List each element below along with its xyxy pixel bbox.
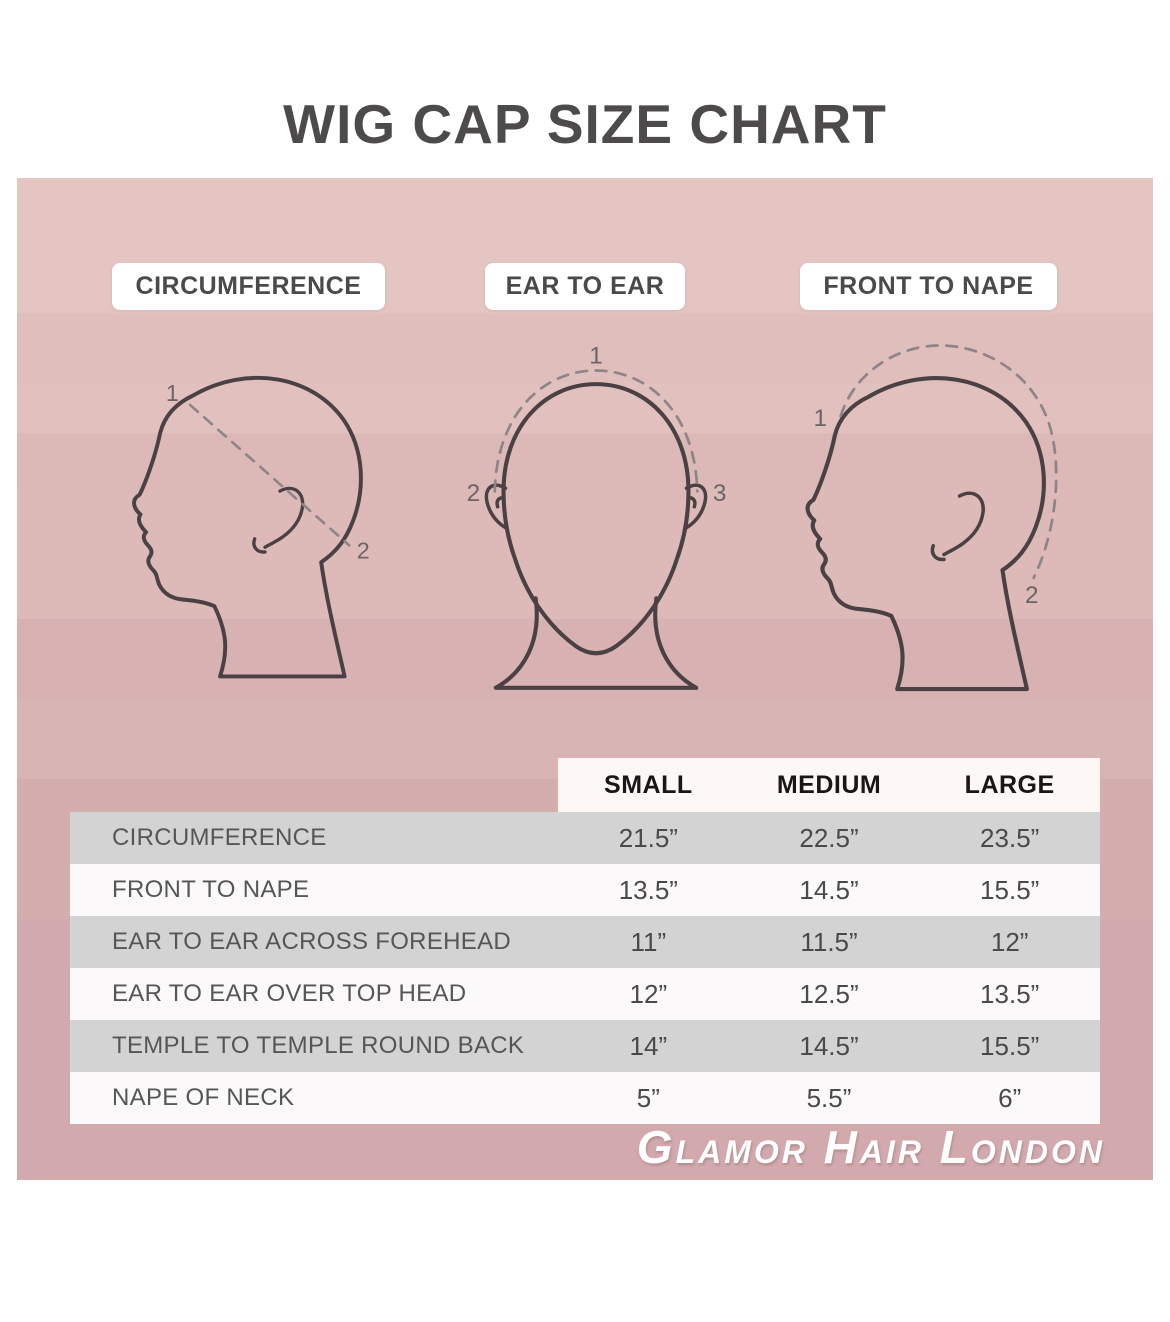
right-ear-icon (683, 483, 708, 530)
cell-value: 5” (636, 1082, 660, 1113)
cell-value: 12” (629, 978, 668, 1009)
cell-value: 12.5” (799, 978, 859, 1009)
ear-to-ear-measure-arc (493, 369, 699, 493)
head-diagram-ear-to-ear: 1 2 3 (467, 345, 727, 690)
circumference-measure-line (188, 403, 351, 547)
cell-value: 11” (630, 926, 667, 957)
table-row: EAR TO EAR ACROSS FOREHEAD 11” 11.5” 12” (70, 916, 1100, 968)
cell-value: 21.5” (618, 822, 678, 853)
diagram-label-front-to-nape: FRONT TO NAPE (800, 263, 1057, 310)
table-row: FRONT TO NAPE 13.5” 14.5” 15.5” (70, 864, 1100, 916)
column-header-large: LARGE (964, 770, 1055, 799)
cell-value: 15.5” (980, 1030, 1040, 1061)
row-label: FRONT TO NAPE (112, 876, 310, 903)
table-row: EAR TO EAR OVER TOP HEAD 12” 12.5” 13.5” (70, 968, 1100, 1020)
head-diagram-circumference: 1 2 (132, 375, 370, 679)
size-table-header: SMALL MEDIUM LARGE (558, 758, 1100, 812)
row-label: NAPE OF NECK (112, 1084, 295, 1111)
diagram-label-circumference: CIRCUMFERENCE (112, 263, 385, 310)
marker-2: 2 (467, 480, 481, 507)
row-label: EAR TO EAR OVER TOP HEAD (112, 980, 467, 1007)
cell-value: 22.5” (799, 822, 859, 853)
cell-value: 15.5” (980, 874, 1040, 905)
size-chart-panel: CIRCUMFERENCE EAR TO EAR FRONT TO NAPE 1… (17, 178, 1153, 1180)
column-header-medium: MEDIUM (776, 770, 882, 799)
cell-value: 13.5” (980, 978, 1040, 1009)
cell-value: 6” (998, 1082, 1022, 1113)
front-head-outline (501, 382, 691, 656)
cell-value: 14” (629, 1030, 668, 1061)
row-label: CIRCUMFERENCE (112, 824, 327, 851)
head-diagram-front-to-nape: 1 2 (805, 344, 1058, 692)
marker-3: 3 (713, 480, 727, 507)
diagram-label-ear-to-ear: EAR TO EAR (485, 263, 685, 310)
marker-2: 2 (357, 537, 370, 563)
table-row: TEMPLE TO TEMPLE ROUND BACK 14” 14.5” 15… (70, 1020, 1100, 1072)
table-row: CIRCUMFERENCE 21.5” 22.5” 23.5” (70, 812, 1100, 864)
row-label: TEMPLE TO TEMPLE ROUND BACK (112, 1032, 525, 1059)
marker-1: 1 (813, 405, 827, 432)
cell-value: 11.5” (800, 926, 858, 957)
cell-value: 12” (990, 926, 1029, 957)
marker-1: 1 (589, 345, 603, 370)
row-label: EAR TO EAR ACROSS FOREHEAD (112, 928, 512, 955)
column-header-small: SMALL (604, 770, 693, 799)
marker-2: 2 (1025, 582, 1039, 609)
cell-value: 5.5” (806, 1082, 852, 1113)
cell-value: 14.5” (799, 1030, 859, 1061)
profile-head-outline (805, 376, 1046, 692)
size-table: CIRCUMFERENCE 21.5” 22.5” 23.5” FRONT TO… (70, 812, 1100, 1124)
page-title: WIG CAP SIZE CHART (283, 93, 887, 155)
brand-watermark: Glamor Hair London (636, 1121, 1105, 1173)
cell-value: 14.5” (799, 874, 859, 905)
cell-value: 13.5” (618, 874, 678, 905)
neck-shoulders-outline (493, 596, 699, 690)
cell-value: 23.5” (980, 822, 1040, 853)
profile-head-outline (132, 375, 363, 679)
ear-icon (930, 491, 985, 562)
front-to-nape-measure-arc (839, 344, 1058, 580)
ear-icon (252, 486, 305, 554)
marker-1: 1 (166, 380, 179, 406)
table-row: NAPE OF NECK 5” 5.5” 6” (70, 1072, 1100, 1124)
